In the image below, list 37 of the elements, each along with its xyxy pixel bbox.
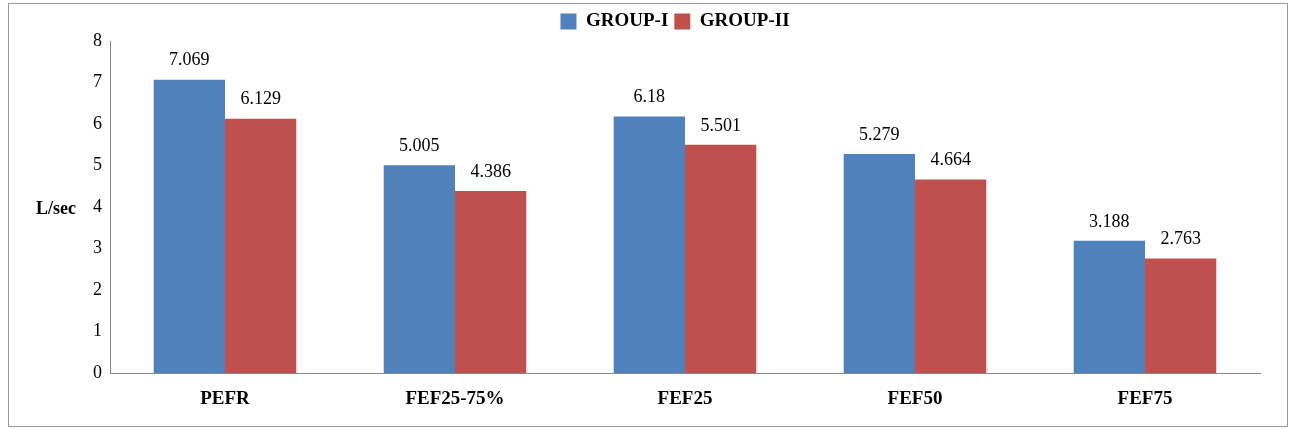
bar	[383, 165, 455, 374]
data-label: 4.664	[930, 149, 971, 170]
bar	[843, 153, 915, 374]
data-label: 5.279	[859, 123, 900, 144]
data-label: 4.386	[470, 160, 511, 181]
bar	[225, 118, 297, 374]
x-tick-label: PEFR	[200, 386, 251, 408]
data-label: 7.069	[169, 49, 210, 70]
x-tick-label: FEF75	[1117, 386, 1173, 408]
data-label: 6.129	[240, 88, 281, 109]
bar	[1073, 240, 1145, 374]
y-tick-label: 2	[93, 278, 102, 299]
bar	[915, 179, 987, 374]
y-tick-label: 5	[93, 154, 102, 175]
legend-label: GROUP-I	[585, 9, 669, 31]
data-label: 3.188	[1089, 210, 1130, 231]
x-tick-label: FEF25	[657, 386, 713, 408]
data-label: 5.005	[399, 135, 440, 156]
bar	[613, 116, 685, 374]
bar	[1145, 258, 1217, 374]
legend-label: GROUP-II	[699, 9, 790, 31]
y-tick-label: 8	[93, 29, 102, 50]
y-tick-label: 7	[93, 71, 102, 92]
data-label: 2.763	[1160, 228, 1201, 249]
y-tick-label: 6	[93, 112, 102, 133]
y-tick-label: 1	[93, 320, 102, 341]
bar	[685, 144, 757, 374]
y-tick-label: 4	[93, 195, 102, 216]
x-tick-label: FEF50	[887, 386, 943, 408]
bar	[153, 79, 225, 374]
bar	[455, 191, 527, 374]
data-label: 6.18	[633, 86, 666, 107]
y-tick-label: 3	[93, 237, 102, 258]
y-axis-title: L/sec	[36, 198, 76, 219]
data-label: 5.501	[700, 114, 741, 135]
x-tick-label: FEF25-75%	[405, 386, 505, 408]
y-tick-label: 0	[93, 361, 102, 382]
